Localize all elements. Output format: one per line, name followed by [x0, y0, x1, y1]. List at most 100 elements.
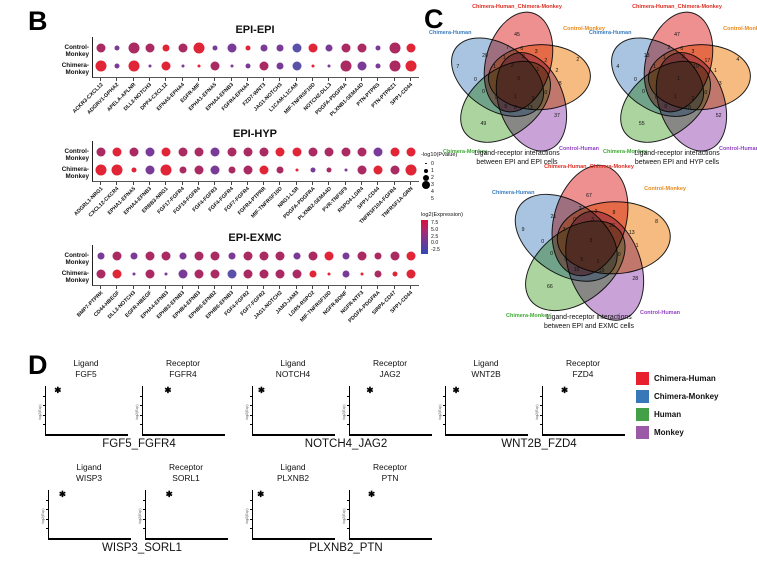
y-axis-tick — [540, 414, 543, 416]
expression-dot — [210, 61, 220, 71]
x-axis-tick — [132, 78, 134, 81]
barplot-role-label: Ligand — [473, 358, 499, 368]
y-axis-tick — [43, 424, 46, 426]
venn-count: 3 — [531, 96, 535, 103]
venn-count: 49 — [480, 120, 487, 127]
y-axis-tick — [143, 528, 146, 530]
size-legend-item: 1 — [421, 167, 457, 174]
venn-count: 26 — [609, 223, 616, 230]
venn-set-label: Control-Human — [558, 146, 599, 152]
x-axis-tick — [263, 182, 265, 185]
expression-dot — [275, 251, 285, 261]
ligand-receptor-pair-wnt2b_fzd4: Ligand WNT2B log2(Exp) ✱ Receptor FZD4 log2(Ex… — [438, 358, 633, 460]
colorbar-tick: 7.5 — [431, 220, 439, 226]
barplot-header: Ligand PLXNB2 — [252, 462, 334, 483]
venn-count: 3 — [562, 227, 566, 234]
expression-dot — [97, 252, 105, 260]
y-axis-label: log2(Exp) — [245, 508, 249, 524]
venn-count: 13 — [628, 229, 635, 236]
venn-count: 28 — [632, 275, 639, 282]
barplot-gene-label: FZD4 — [572, 368, 594, 379]
expression-dot — [179, 252, 187, 260]
expression-dot — [243, 251, 253, 261]
barplot-role-label: Ligand — [73, 358, 99, 368]
expression-dot — [293, 252, 301, 260]
row-label: Chimera-Monkey — [61, 62, 89, 76]
bars-area — [545, 386, 625, 434]
expression-dot — [228, 166, 236, 174]
x-axis-tick — [246, 182, 248, 185]
venn-count: 3 — [534, 48, 538, 55]
venn-count: 52 — [715, 112, 722, 119]
x-axis-tick — [214, 78, 216, 81]
x-axis-tick — [100, 286, 102, 289]
expression-dot — [406, 269, 416, 279]
expression-dot — [245, 63, 251, 69]
expression-dot — [260, 44, 268, 52]
venn-count: 66 — [546, 283, 553, 290]
row-label: Chimera-Monkey — [61, 270, 89, 284]
barplot-notch4: log2(Exp) ✱ — [245, 385, 335, 436]
barplot-gene-label: PLXNB2 — [276, 472, 310, 483]
x-axis-tick — [377, 78, 379, 81]
barplot-wnt2b: log2(Exp) ✱ — [438, 385, 528, 436]
x-axis-tick — [181, 182, 183, 185]
y-axis-tick — [43, 414, 46, 416]
y-axis-label: log2(Exp) — [342, 508, 346, 524]
venn-count: 6 — [564, 257, 568, 264]
expression-dot — [243, 165, 253, 175]
venn-set-label: Control-Monkey — [723, 26, 757, 32]
venn-count: 0 — [573, 216, 577, 223]
x-axis-tick — [328, 286, 330, 289]
expression-dot — [227, 43, 237, 53]
expression-dot — [210, 251, 220, 261]
expression-dot — [128, 42, 140, 54]
expression-dot — [194, 147, 204, 157]
bar-legend-item: Chimera-Monkey — [636, 390, 718, 403]
expression-dot — [342, 252, 350, 260]
venn-set-label: Chimera-Human — [492, 190, 535, 196]
venn-count: 1 — [662, 55, 666, 62]
ligand-receptor-pair-fgf5_fgfr4: Ligand FGF5 log2(Exp) ✱ Receptor FGFR4 log2(Ex… — [38, 358, 233, 460]
x-axis-tick — [214, 182, 216, 185]
expression-dot — [276, 44, 284, 52]
y-axis-tick — [540, 395, 543, 397]
ligand-receptor-pair-wisp3_sorl1: Ligand WISP3 log2(Exp) ✱ Receptor SORL1 log2(E… — [41, 462, 236, 564]
significance-star: ✱ — [366, 385, 374, 395]
expression-dot — [324, 147, 334, 157]
venn-count: 0 — [633, 77, 637, 83]
bars-area — [145, 386, 225, 434]
y-axis-tick — [140, 414, 143, 416]
barplot-jag2: log2(Exp) ✱ — [342, 385, 432, 436]
x-axis-tick — [312, 182, 314, 185]
expression-dot — [114, 63, 120, 69]
expression-dot — [341, 147, 351, 157]
y-axis-tick — [347, 499, 350, 501]
venn-count: 2 — [510, 62, 514, 69]
dotplot-plot-area — [92, 37, 419, 78]
y-axis-label: log2(Exp) — [342, 404, 346, 420]
barplot-role-label: Receptor — [566, 358, 600, 368]
colorbar-tick: 0.0 — [431, 240, 439, 247]
x-axis-tick — [263, 286, 265, 289]
x-axis-tick — [393, 286, 395, 289]
barplot-plxnb2: log2(Exp) ✱ — [245, 489, 335, 540]
venn-count: 4 — [736, 56, 740, 63]
x-axis-tick — [132, 286, 134, 289]
venn-count: 0 — [680, 46, 684, 53]
y-axis-label: log2(Exp) — [535, 404, 539, 420]
venn-count: 0 — [550, 250, 554, 257]
expression-dot — [295, 168, 299, 172]
venn-set-label: Chimera-Human — [429, 30, 472, 36]
x-axis-tick — [409, 182, 411, 185]
dotplot-title: EPI-HYP — [232, 128, 277, 140]
venn-count: 0 — [641, 88, 645, 95]
size-legend-item: 5 — [421, 195, 457, 202]
expression-dot — [311, 64, 315, 68]
x-axis-tick — [197, 78, 199, 81]
venn-set-label: Control-Human — [718, 146, 757, 152]
size-legend-value: 0 — [431, 160, 434, 167]
x-axis-tick — [279, 286, 281, 289]
venn-count: 0 — [541, 239, 545, 245]
significance-star: ✱ — [452, 385, 460, 395]
